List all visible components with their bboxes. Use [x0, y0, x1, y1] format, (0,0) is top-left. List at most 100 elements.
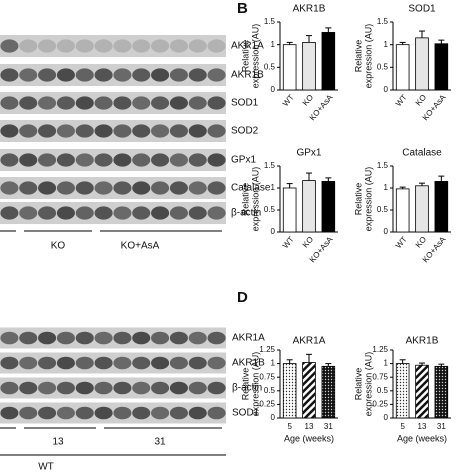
blot-signal [113, 356, 132, 370]
group-label: 31 [154, 437, 166, 448]
y-tick-label: 1 [271, 40, 276, 49]
y-tick-label: 0.5 [377, 62, 389, 71]
blot-signal [113, 153, 132, 167]
blot-signal [0, 331, 19, 345]
blot-band [0, 402, 226, 424]
blot-signal [188, 39, 207, 53]
blot-signal [94, 181, 113, 195]
y-tick-label: 0.75 [372, 372, 388, 381]
bar [395, 363, 410, 419]
y-tick-label: 0.5 [377, 205, 389, 214]
y-tick-label: 0 [271, 227, 276, 236]
blot-signal [113, 96, 132, 110]
y-tick-label: 1.25 [259, 345, 275, 354]
blot-signal [169, 206, 188, 220]
blot-signal [169, 124, 188, 138]
blot-signal [207, 68, 226, 82]
blot-signal [132, 68, 151, 82]
blot-signal [94, 39, 113, 53]
blot-band [0, 64, 226, 86]
group-label: 13 [52, 437, 64, 448]
blot-signal [19, 381, 38, 395]
y-axis-label: expression (AU) [363, 352, 373, 417]
y-tick-label: 1.5 [264, 161, 276, 170]
blot-signal [19, 406, 38, 420]
blot-signal [169, 39, 188, 53]
blot-signal [132, 356, 151, 370]
x-tick-label: 31 [437, 422, 446, 431]
blot-signal [151, 331, 170, 345]
blot-signal [132, 181, 151, 195]
blot-signal [169, 68, 188, 82]
blot-signal [132, 153, 151, 167]
blot-signal [19, 206, 38, 220]
blot-signal [94, 381, 113, 395]
y-tick-label: 0.75 [259, 372, 275, 381]
chart-title: AKR1B [406, 336, 439, 347]
blot-signal [188, 124, 207, 138]
blot-signal [188, 68, 207, 82]
blot-signal [169, 96, 188, 110]
blot-signal [151, 406, 170, 420]
blot-label: AKR1B [231, 70, 264, 81]
x-tick-label: KO [414, 93, 428, 108]
blot-signal [75, 331, 94, 345]
blot-signal [188, 153, 207, 167]
blot-signal [113, 406, 132, 420]
blot-signal [56, 181, 75, 195]
blot-label: AKR1B [232, 358, 265, 369]
blot-band [0, 352, 226, 374]
y-axis-label: expression (AU) [250, 24, 260, 89]
blot-signal [207, 356, 226, 370]
blot-signal [0, 124, 19, 138]
x-tick-label: 31 [324, 422, 333, 431]
y-tick-label: 0.5 [264, 205, 276, 214]
blot-signal [151, 68, 170, 82]
y-tick-label: 1 [271, 359, 276, 368]
bar [282, 187, 297, 233]
blot-signal [0, 206, 19, 220]
blot-signal [188, 96, 207, 110]
y-axis-label: expression (AU) [363, 24, 373, 89]
blot-signal [94, 153, 113, 167]
blot-signal [38, 68, 57, 82]
y-axis-label: Relative [240, 368, 250, 401]
bar [395, 188, 410, 233]
blot-signal [151, 96, 170, 110]
blot-signal [0, 356, 19, 370]
blot-signal [151, 356, 170, 370]
y-axis-label: expression (AU) [250, 167, 260, 232]
blot-signal [169, 381, 188, 395]
y-axis-label: Relative [240, 40, 250, 73]
blot-signal [113, 381, 132, 395]
blot-signal [19, 96, 38, 110]
y-tick-label: 0 [271, 413, 276, 422]
blot-signal [169, 331, 188, 345]
blot-signal [207, 206, 226, 220]
blot-signal [151, 181, 170, 195]
blot-signal [132, 406, 151, 420]
y-axis-label: Relative [240, 183, 250, 216]
blot-signal [207, 153, 226, 167]
blot-signal [207, 124, 226, 138]
blot-signal [19, 356, 38, 370]
blot-label: AKR1A [231, 41, 264, 52]
bar [434, 180, 449, 233]
blot-signal [56, 124, 75, 138]
blot-signal [38, 39, 57, 53]
blot-signal [19, 181, 38, 195]
blot-signal [38, 406, 57, 420]
y-axis-label: expression (AU) [363, 167, 373, 232]
y-tick-label: 0.25 [259, 400, 275, 409]
blot-signal [56, 39, 75, 53]
group-label: WT [38, 462, 54, 473]
blot-label: SOD1 [231, 98, 259, 109]
y-tick-label: 1.25 [372, 345, 388, 354]
blot-band [0, 377, 226, 399]
x-tick-label: WT [394, 93, 409, 108]
blot-signal [113, 206, 132, 220]
y-tick-label: 0.25 [372, 400, 388, 409]
x-tick-label: 13 [305, 422, 314, 431]
blot-signal [132, 381, 151, 395]
blot-band [0, 120, 226, 142]
